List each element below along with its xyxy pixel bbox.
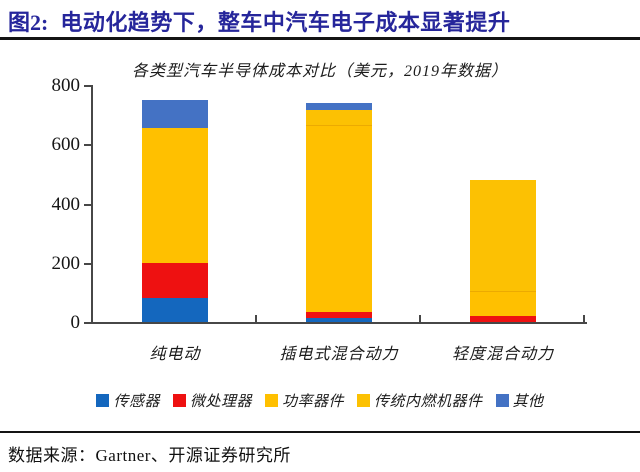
figure-title: 电动化趋势下，整车中汽车电子成本显著提升	[60, 10, 511, 35]
bar-stack-3	[470, 180, 536, 322]
bar-stack-2	[306, 102, 372, 322]
legend-swatch-icon	[96, 394, 110, 407]
bar-segment	[306, 126, 372, 312]
y-axis	[91, 85, 93, 324]
legend-item: 其他	[495, 390, 544, 411]
bar-segment	[470, 292, 536, 317]
x-axis-tick	[583, 315, 585, 322]
figure-label: 图2:	[8, 5, 49, 40]
category-label: 轻度混合动力	[451, 346, 554, 363]
y-axis-tick-label: 800	[51, 75, 81, 96]
legend-swatch-icon	[357, 394, 370, 407]
x-axis-tick	[419, 315, 421, 322]
y-axis-tick	[84, 262, 91, 265]
plot-area	[93, 85, 585, 322]
legend-label: 传感器	[113, 394, 160, 410]
y-axis-tick	[84, 85, 91, 87]
bar-stack-1	[142, 99, 208, 322]
bar-segment	[142, 127, 208, 263]
bar-segment	[142, 298, 208, 322]
legend-label: 微处理器	[189, 394, 252, 410]
legend-label: 传统内燃机器件	[374, 394, 483, 410]
bar-segment	[142, 262, 208, 299]
bar-segment	[470, 180, 536, 293]
header-divider	[0, 37, 640, 40]
legend-swatch-icon	[495, 394, 509, 407]
legend-item: 传统内燃机器件	[357, 390, 483, 411]
legend-label: 其他	[512, 394, 544, 410]
legend-item: 功率器件	[264, 390, 344, 411]
y-axis-tick-label: 0	[70, 312, 81, 333]
y-axis-tick-label: 600	[51, 134, 81, 156]
y-axis-tick	[84, 203, 91, 206]
x-axis-tick	[255, 315, 257, 322]
y-axis-tick-label: 400	[51, 193, 81, 215]
bar-segment	[470, 316, 536, 322]
bar-segment	[306, 102, 372, 111]
data-source: 数据来源：Gartner、开源证券研究所	[8, 446, 291, 465]
x-axis-baseline	[91, 322, 587, 324]
bar-segment	[142, 99, 208, 128]
y-axis-tick	[84, 144, 91, 147]
bar-segment	[306, 317, 372, 322]
footer-divider	[0, 431, 640, 433]
legend-item: 微处理器	[172, 390, 252, 411]
legend-label: 功率器件	[281, 394, 344, 410]
legend-swatch-icon	[264, 394, 278, 407]
bar-segment	[306, 311, 372, 318]
legend-swatch-icon	[172, 394, 186, 407]
bar-segment	[306, 109, 372, 127]
legend-item: 传感器	[96, 390, 160, 411]
chart-title: 各类型汽车半导体成本对比（美元，2019年数据）	[131, 63, 508, 80]
y-axis-tick	[84, 322, 91, 324]
category-label: 插电式混合动力	[279, 346, 399, 363]
category-label: 纯电动	[149, 346, 201, 363]
y-axis-tick-label: 200	[51, 252, 81, 274]
legend: 传感器 微处理器 功率器件 传统内燃机器件 其他	[0, 390, 640, 411]
figure-header: 图2: 电动化趋势下，整车中汽车电子成本显著提升	[8, 5, 632, 40]
